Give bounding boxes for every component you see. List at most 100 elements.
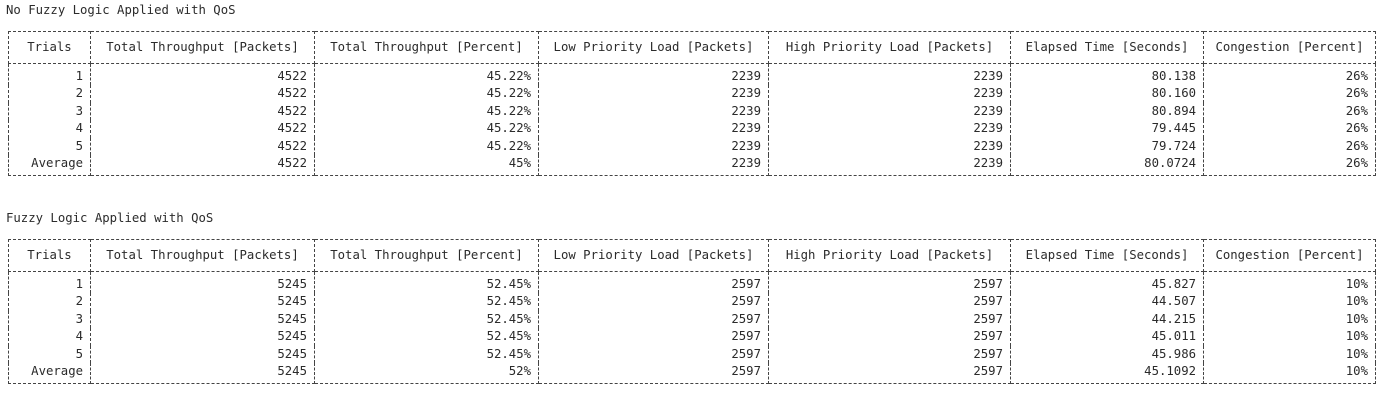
cell-trial: 4: [8, 328, 91, 346]
cell-elapsed-time: 45.011: [1010, 328, 1204, 346]
cell-throughput-packets: 4522: [90, 120, 315, 138]
column-header-elapsed-time: Elapsed Time [Seconds]: [1010, 239, 1204, 272]
cell-throughput-packets: 4522: [90, 155, 315, 177]
cell-high-priority-load: 2239: [768, 102, 1011, 121]
cell-high-priority-load: 2597: [768, 363, 1011, 385]
cell-elapsed-time: 80.160: [1010, 85, 1204, 103]
cell-throughput-percent: 45%: [314, 155, 539, 177]
table-row-average: Average 4522 45% 2239 2239 80.0724 26%: [8, 155, 1376, 177]
cell-high-priority-load: 2239: [768, 85, 1011, 103]
cell-low-priority-load: 2239: [538, 155, 769, 177]
results-table-no-fuzzy: Trials Total Throughput [Packets] Total …: [8, 31, 1376, 177]
column-header-throughput-percent: Total Throughput [Percent]: [314, 31, 539, 64]
cell-throughput-percent: 52.45%: [314, 328, 539, 346]
cell-trial: 1: [8, 63, 91, 86]
cell-trial: 5: [8, 345, 91, 364]
column-header-low-priority-load: Low Priority Load [Packets]: [538, 31, 769, 64]
table-row: 3 5245 52.45% 2597 2597 44.215 10%: [8, 310, 1376, 329]
cell-throughput-packets: 4522: [90, 137, 315, 156]
cell-low-priority-load: 2597: [538, 363, 769, 385]
table-row: 3 4522 45.22% 2239 2239 80.894 26%: [8, 102, 1376, 121]
column-header-high-priority-load: High Priority Load [Packets]: [768, 31, 1011, 64]
column-header-congestion: Congestion [Percent]: [1203, 239, 1376, 272]
cell-high-priority-load: 2597: [768, 293, 1011, 311]
cell-congestion: 26%: [1203, 120, 1376, 138]
cell-low-priority-load: 2239: [538, 63, 769, 86]
cell-throughput-packets: 5245: [90, 293, 315, 311]
cell-congestion: 10%: [1203, 345, 1376, 364]
column-header-high-priority-load: High Priority Load [Packets]: [768, 239, 1011, 272]
cell-low-priority-load: 2239: [538, 120, 769, 138]
cell-high-priority-load: 2239: [768, 63, 1011, 86]
cell-congestion: 10%: [1203, 271, 1376, 294]
cell-throughput-packets: 4522: [90, 102, 315, 121]
cell-throughput-packets: 4522: [90, 63, 315, 86]
cell-congestion: 26%: [1203, 137, 1376, 156]
cell-low-priority-load: 2239: [538, 85, 769, 103]
cell-throughput-packets: 4522: [90, 85, 315, 103]
column-header-trials: Trials: [8, 31, 91, 64]
cell-trial: 2: [8, 293, 91, 311]
cell-throughput-percent: 45.22%: [314, 63, 539, 86]
cell-throughput-percent: 45.22%: [314, 102, 539, 121]
cell-congestion: 26%: [1203, 85, 1376, 103]
cell-throughput-percent: 52.45%: [314, 345, 539, 364]
cell-trial: 5: [8, 137, 91, 156]
cell-congestion: 10%: [1203, 363, 1376, 385]
table-header-row: Trials Total Throughput [Packets] Total …: [8, 239, 1376, 272]
cell-trial: Average: [8, 155, 91, 177]
cell-elapsed-time: 80.0724: [1010, 155, 1204, 177]
column-header-congestion: Congestion [Percent]: [1203, 31, 1376, 64]
table-row: 5 5245 52.45% 2597 2597 45.986 10%: [8, 345, 1376, 364]
table-row: 1 5245 52.45% 2597 2597 45.827 10%: [8, 271, 1376, 294]
table-row: 2 5245 52.45% 2597 2597 44.507 10%: [8, 293, 1376, 311]
section-title-no-fuzzy: No Fuzzy Logic Applied with QoS: [6, 3, 236, 17]
table-row: 5 4522 45.22% 2239 2239 79.724 26%: [8, 137, 1376, 156]
cell-throughput-packets: 5245: [90, 363, 315, 385]
cell-elapsed-time: 45.986: [1010, 345, 1204, 364]
cell-elapsed-time: 45.1092: [1010, 363, 1204, 385]
cell-elapsed-time: 79.724: [1010, 137, 1204, 156]
cell-elapsed-time: 79.445: [1010, 120, 1204, 138]
column-header-low-priority-load: Low Priority Load [Packets]: [538, 239, 769, 272]
cell-throughput-packets: 5245: [90, 310, 315, 329]
cell-throughput-percent: 45.22%: [314, 85, 539, 103]
table-row: 4 4522 45.22% 2239 2239 79.445 26%: [8, 120, 1376, 138]
cell-high-priority-load: 2239: [768, 120, 1011, 138]
cell-elapsed-time: 80.138: [1010, 63, 1204, 86]
cell-congestion: 26%: [1203, 102, 1376, 121]
cell-elapsed-time: 80.894: [1010, 102, 1204, 121]
cell-low-priority-load: 2597: [538, 293, 769, 311]
table-header-row: Trials Total Throughput [Packets] Total …: [8, 31, 1376, 64]
cell-high-priority-load: 2597: [768, 328, 1011, 346]
cell-congestion: 10%: [1203, 310, 1376, 329]
cell-high-priority-load: 2597: [768, 345, 1011, 364]
cell-throughput-percent: 52.45%: [314, 293, 539, 311]
cell-trial: 3: [8, 310, 91, 329]
cell-trial: 2: [8, 85, 91, 103]
cell-trial: 4: [8, 120, 91, 138]
cell-high-priority-load: 2239: [768, 155, 1011, 177]
column-header-trials: Trials: [8, 239, 91, 272]
cell-throughput-percent: 45.22%: [314, 137, 539, 156]
cell-congestion: 10%: [1203, 293, 1376, 311]
cell-throughput-packets: 5245: [90, 345, 315, 364]
cell-trial: Average: [8, 363, 91, 385]
cell-low-priority-load: 2239: [538, 102, 769, 121]
cell-throughput-percent: 52.45%: [314, 271, 539, 294]
cell-high-priority-load: 2239: [768, 137, 1011, 156]
section-title-fuzzy: Fuzzy Logic Applied with QoS: [6, 211, 214, 225]
cell-low-priority-load: 2597: [538, 271, 769, 294]
cell-elapsed-time: 45.827: [1010, 271, 1204, 294]
cell-low-priority-load: 2597: [538, 328, 769, 346]
cell-throughput-packets: 5245: [90, 328, 315, 346]
column-header-throughput-percent: Total Throughput [Percent]: [314, 239, 539, 272]
results-table-fuzzy: Trials Total Throughput [Packets] Total …: [8, 239, 1376, 385]
table-row: 2 4522 45.22% 2239 2239 80.160 26%: [8, 85, 1376, 103]
cell-low-priority-load: 2597: [538, 310, 769, 329]
column-header-elapsed-time: Elapsed Time [Seconds]: [1010, 31, 1204, 64]
table-row: 1 4522 45.22% 2239 2239 80.138 26%: [8, 63, 1376, 86]
cell-congestion: 26%: [1203, 63, 1376, 86]
column-header-throughput-packets: Total Throughput [Packets]: [90, 239, 315, 272]
cell-elapsed-time: 44.215: [1010, 310, 1204, 329]
